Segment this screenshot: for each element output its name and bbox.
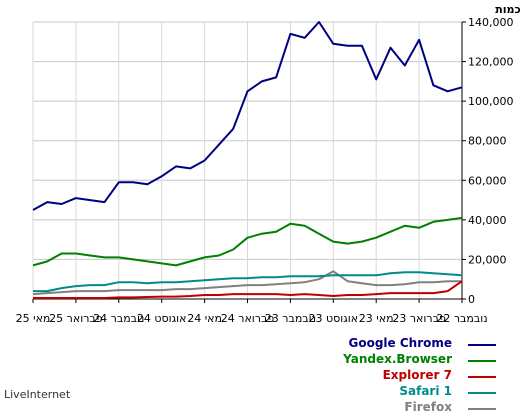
legend-item-firefox: Firefox	[300, 400, 510, 416]
legend-swatch	[468, 360, 496, 362]
x-tick-label: פברואר 23	[392, 312, 446, 325]
legend-label: Google Chrome	[348, 336, 452, 350]
x-tick-label: מאי 25	[16, 312, 51, 325]
legend-swatch	[468, 392, 496, 394]
x-tick-label: מאי 23	[359, 312, 394, 325]
series-line-google-chrome	[32, 21, 463, 211]
y-tick-label: 0	[468, 293, 475, 306]
series-line-yandex-browser	[32, 216, 463, 267]
y-tick-label: 20,000	[468, 253, 507, 266]
x-tick-label: נובמבר 24	[93, 312, 144, 325]
legend-label: Yandex.Browser	[343, 352, 452, 366]
series-line-explorer-7	[33, 280, 463, 299]
legend-swatch	[468, 344, 496, 346]
y-tick-label: 60,000	[468, 174, 507, 187]
y-axis-title: כמות	[495, 3, 520, 16]
legend-label: Explorer 7	[382, 368, 452, 382]
legend-swatch	[468, 408, 496, 410]
legend-swatch	[468, 376, 496, 378]
x-tick-label: פברואר 24	[221, 312, 275, 325]
legend-item-explorer-7: Explorer 7	[300, 368, 510, 384]
x-tick-label: פברואר 25	[49, 312, 103, 325]
legend-label: Safari 1	[399, 384, 452, 398]
legend-item-safari-1: Safari 1	[300, 384, 510, 400]
x-tick-label: נובמבר 22	[436, 312, 487, 325]
line-chart: 0 20,000 40,000 60,000 80,000 100,000 120,000 1…	[16, 3, 520, 325]
y-tick-label: 120,000	[468, 56, 514, 69]
y-tick-label: 40,000	[468, 214, 507, 227]
series-line-firefox	[32, 270, 462, 296]
x-tick-label: אוגוסט 23	[308, 312, 358, 325]
legend-item-google-chrome: Google Chrome	[300, 336, 510, 352]
y-tick-label: 100,000	[468, 95, 514, 108]
brand-label: LiveInternet	[4, 388, 71, 401]
legend-item-yandex-browser: Yandex.Browser	[300, 352, 510, 368]
x-tick-label: מאי 24	[187, 312, 222, 325]
y-tick-label: 140,000	[468, 16, 514, 29]
x-tick-label: נובמבר 23	[265, 312, 316, 325]
legend-label: Firefox	[404, 400, 452, 414]
x-tick-label: אוגוסט 24	[137, 312, 187, 325]
series-line-safari-1	[33, 271, 463, 293]
y-tick-label: 80,000	[468, 135, 507, 148]
